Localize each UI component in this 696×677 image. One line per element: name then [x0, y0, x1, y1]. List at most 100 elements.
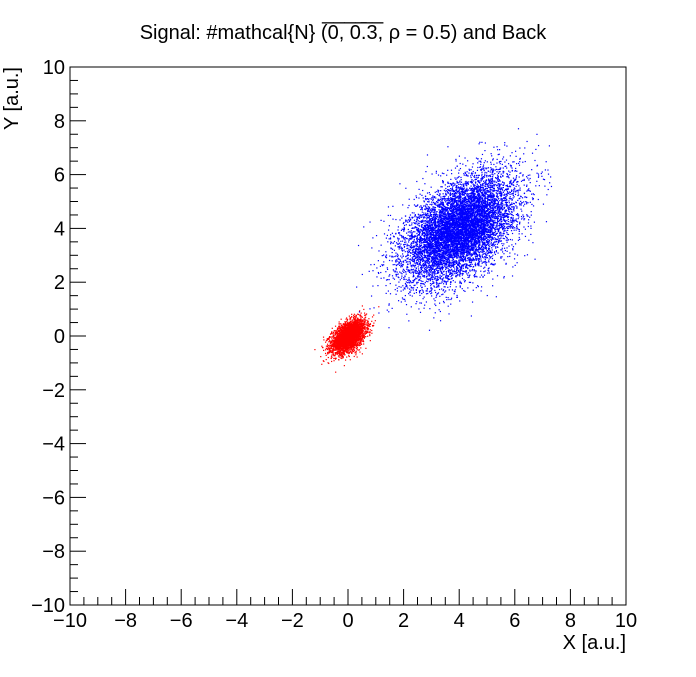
data-point: [343, 352, 345, 355]
data-point: [417, 268, 420, 270]
data-point: [458, 190, 460, 192]
data-point: [489, 236, 492, 238]
data-point: [321, 363, 323, 365]
data-point: [338, 334, 340, 336]
data-point: [334, 340, 336, 342]
data-point: [323, 360, 325, 363]
data-point: [514, 264, 516, 266]
data-point: [354, 337, 356, 339]
data-point: [424, 285, 426, 287]
data-point: [354, 323, 356, 325]
data-point: [351, 348, 353, 350]
data-point: [335, 342, 337, 345]
data-point: [473, 209, 475, 211]
data-point: [331, 345, 333, 348]
data-point: [344, 332, 347, 334]
data-point: [503, 231, 505, 233]
data-point: [402, 253, 404, 255]
data-point: [422, 283, 424, 285]
data-point: [454, 262, 456, 264]
data-point: [455, 186, 457, 189]
data-point: [452, 254, 454, 256]
data-point: [362, 334, 364, 336]
data-point: [445, 214, 447, 216]
data-point: [336, 344, 338, 346]
data-point: [347, 322, 349, 325]
data-point: [339, 352, 341, 354]
data-point: [343, 324, 345, 326]
data-point: [359, 342, 362, 344]
data-point: [323, 349, 325, 351]
data-point: [354, 331, 356, 333]
data-point: [338, 345, 340, 348]
data-point: [346, 327, 348, 329]
data-point: [344, 335, 346, 337]
data-point: [353, 334, 356, 336]
data-point: [355, 331, 357, 333]
data-point: [509, 224, 512, 226]
data-point: [453, 200, 455, 202]
data-point: [441, 269, 443, 271]
data-point: [509, 181, 511, 183]
data-point: [351, 352, 353, 354]
data-point: [478, 160, 480, 162]
data-point: [354, 341, 356, 343]
data-point: [473, 219, 475, 221]
data-point: [480, 169, 482, 171]
data-point: [479, 254, 481, 256]
data-point: [350, 342, 352, 344]
data-point: [360, 329, 363, 331]
data-point: [453, 271, 455, 273]
data-point: [358, 323, 360, 325]
data-point: [342, 323, 344, 325]
data-point: [393, 270, 395, 272]
data-point: [501, 194, 503, 196]
data-point: [472, 205, 474, 207]
data-point: [334, 338, 336, 340]
data-point: [330, 357, 332, 360]
data-point: [483, 214, 485, 216]
data-point: [341, 357, 343, 360]
data-point: [426, 248, 429, 250]
data-point: [438, 255, 440, 257]
data-point: [428, 265, 430, 267]
data-point: [408, 198, 410, 200]
data-point: [373, 314, 375, 316]
data-point: [355, 332, 357, 334]
data-point: [429, 203, 431, 206]
data-point: [338, 350, 340, 352]
data-point: [332, 354, 334, 356]
data-point: [337, 348, 339, 350]
data-point: [418, 197, 420, 199]
data-point: [396, 290, 399, 292]
data-point: [401, 297, 404, 299]
data-point: [333, 343, 335, 345]
data-point: [349, 322, 351, 324]
data-point: [355, 346, 358, 348]
data-point: [347, 336, 349, 338]
data-point: [455, 260, 457, 262]
data-point: [348, 350, 350, 352]
data-point: [342, 346, 344, 348]
data-point: [491, 251, 493, 253]
data-point: [438, 220, 440, 222]
data-point: [403, 243, 405, 246]
data-point: [357, 313, 359, 315]
data-point: [338, 340, 341, 342]
data-point: [480, 158, 483, 160]
data-point: [359, 314, 361, 316]
data-point: [421, 232, 423, 235]
data-point: [345, 329, 347, 331]
data-point: [330, 350, 332, 353]
data-point: [469, 281, 472, 284]
data-point: [348, 315, 350, 317]
data-point: [352, 340, 354, 343]
data-point: [348, 331, 351, 334]
data-point: [509, 193, 511, 195]
data-point: [363, 343, 365, 345]
data-point: [349, 323, 351, 325]
data-point: [351, 341, 353, 343]
data-point: [328, 337, 330, 339]
data-point: [341, 332, 343, 335]
data-point: [341, 355, 343, 357]
